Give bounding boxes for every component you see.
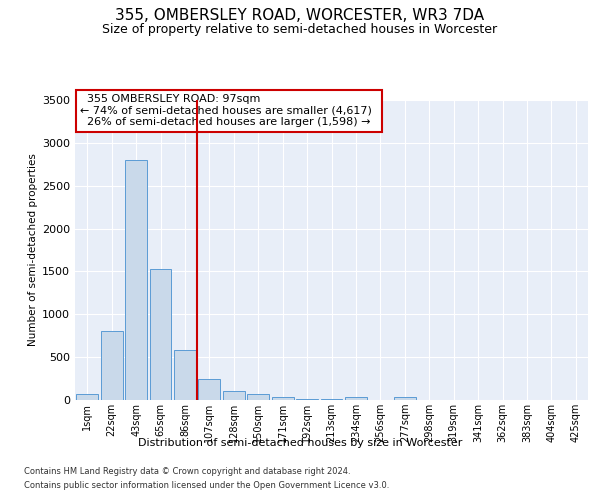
Y-axis label: Number of semi-detached properties: Number of semi-detached properties [28,154,38,346]
Text: Contains public sector information licensed under the Open Government Licence v3: Contains public sector information licen… [24,481,389,490]
Bar [199,380,220,400]
Bar [101,332,122,400]
Bar [296,398,318,400]
Bar [394,398,416,400]
Bar [149,269,172,400]
Bar [223,390,245,400]
Text: Distribution of semi-detached houses by size in Worcester: Distribution of semi-detached houses by … [138,438,462,448]
Bar [345,398,367,400]
Text: 355 OMBERSLEY ROAD: 97sqm  
← 74% of semi-detached houses are smaller (4,617)
  : 355 OMBERSLEY ROAD: 97sqm ← 74% of semi-… [80,94,377,127]
Bar [174,350,196,400]
Text: 355, OMBERSLEY ROAD, WORCESTER, WR3 7DA: 355, OMBERSLEY ROAD, WORCESTER, WR3 7DA [115,8,485,22]
Bar [272,398,293,400]
Bar [76,394,98,400]
Text: Contains HM Land Registry data © Crown copyright and database right 2024.: Contains HM Land Registry data © Crown c… [24,468,350,476]
Bar [247,394,269,400]
Bar [125,160,147,400]
Text: Size of property relative to semi-detached houses in Worcester: Size of property relative to semi-detach… [103,22,497,36]
Bar [320,398,343,400]
